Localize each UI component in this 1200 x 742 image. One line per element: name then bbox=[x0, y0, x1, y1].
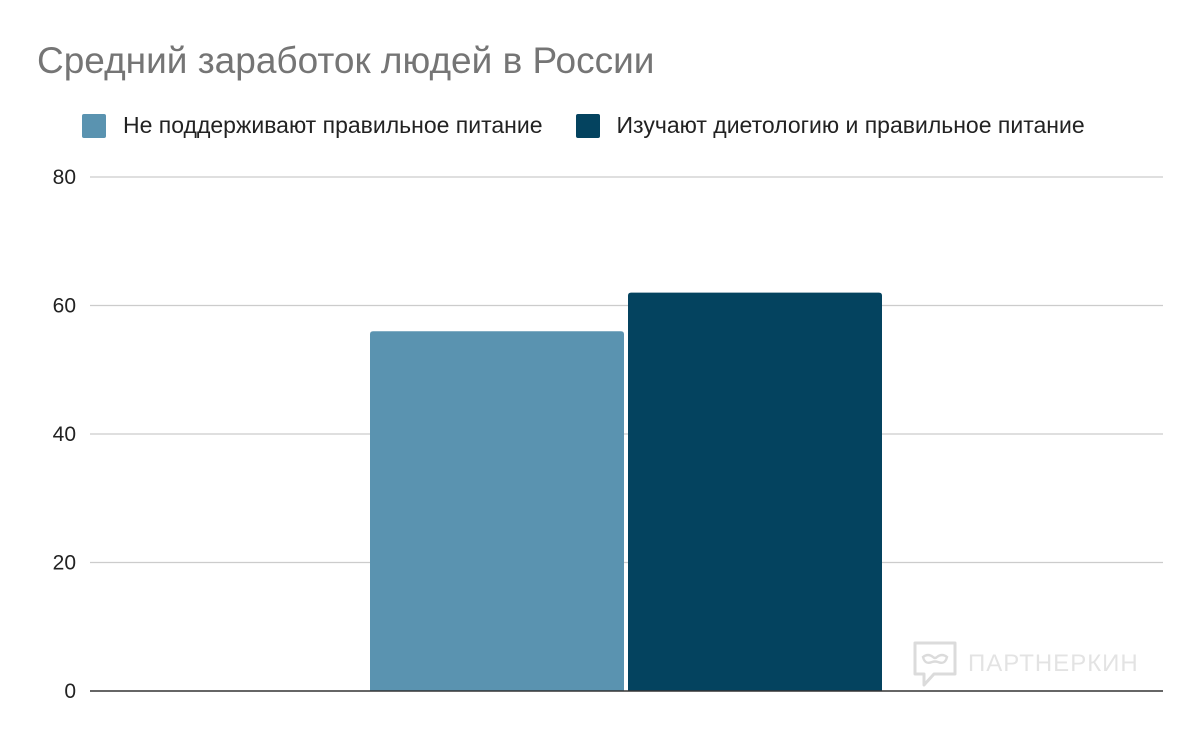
legend-label-series-2: Изучают диетологию и правильное питание bbox=[616, 112, 1085, 138]
bars bbox=[370, 292, 882, 691]
y-tick-label-20: 20 bbox=[53, 552, 76, 575]
chart-title: Средний заработок людей в России bbox=[37, 40, 655, 81]
watermark: ПАРТНЕРКИН bbox=[912, 640, 1139, 688]
legend-swatch-series-1 bbox=[82, 113, 106, 138]
y-axis-ticks: 0 20 40 60 80 bbox=[53, 166, 76, 703]
legend-swatch-series-2 bbox=[575, 113, 600, 138]
legend-label-series-1: Не поддерживают правильное питание bbox=[123, 112, 543, 138]
y-tick-label-60: 60 bbox=[53, 295, 76, 318]
legend-item-series-2: Изучают диетологию и правильное питание bbox=[575, 112, 1085, 139]
legend-item-series-1: Не поддерживают правильное питание bbox=[82, 112, 543, 139]
bar-series-2 bbox=[628, 292, 882, 691]
legend: Не поддерживают правильное питание Изуча… bbox=[82, 112, 1118, 139]
gridlines bbox=[90, 176, 1163, 564]
bar-series-1 bbox=[370, 331, 624, 691]
speech-bubble-mask-icon bbox=[913, 641, 957, 687]
y-tick-label-80: 80 bbox=[53, 166, 76, 189]
watermark-text: ПАРТНЕРКИН bbox=[968, 650, 1139, 677]
y-tick-label-0: 0 bbox=[64, 680, 76, 703]
y-tick-label-40: 40 bbox=[53, 423, 76, 446]
